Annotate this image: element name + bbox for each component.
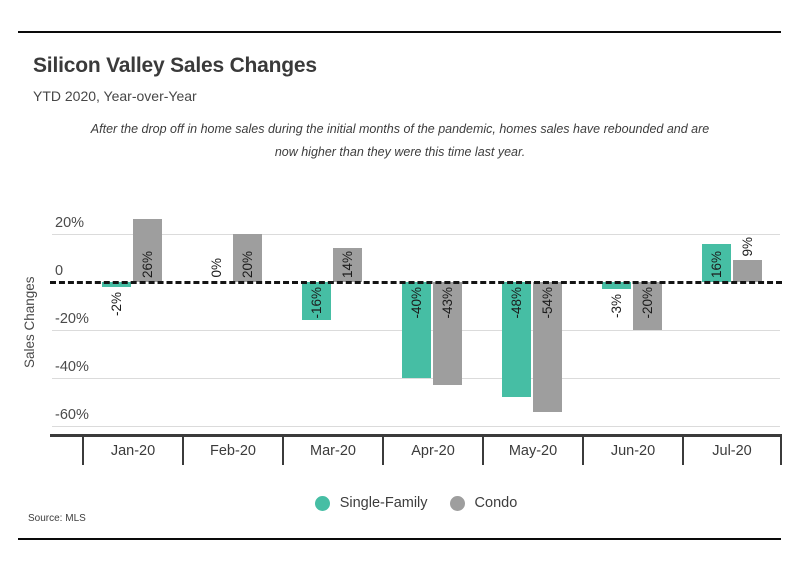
y-tick-label: 20% [55,214,85,231]
bar-single-family [102,282,131,287]
source-note: Source: MLS [28,513,86,524]
zero-baseline [50,281,782,284]
legend-item-condo: Condo [449,495,518,511]
x-axis-line [50,434,782,437]
top-divider [18,31,781,33]
legend-item-single-family: Single-Family [314,495,428,511]
annotation-text: After the drop off in home sales during … [40,118,760,164]
y-tick-label: 0 [55,263,64,279]
x-axis-category-label: May-20 [482,437,582,465]
x-axis-category-label: Apr-20 [382,437,482,465]
y-tick-label: -60% [55,407,89,424]
chart-legend: Single-Family Condo [50,492,782,514]
bar-value-label-single-family: -48% [508,287,524,319]
bar-condo [733,260,762,282]
bar-single-family [302,282,331,321]
y-gridline [52,378,780,380]
bar-value-label-condo: 14% [339,250,355,278]
y-axis-title: Sales Changes [22,276,37,368]
legend-label-single-family: Single-Family [339,495,428,511]
bar-value-label-condo: -20% [639,287,655,319]
y-gridline [52,426,780,428]
bar-condo [333,248,362,282]
bar-value-label-single-family: -40% [408,287,424,319]
x-axis-category-label: Jul-20 [682,437,782,465]
condo-swatch-icon [449,495,465,511]
bar-condo [533,282,562,412]
bar-value-label-single-family: 16% [708,250,724,278]
bar-condo [233,233,262,282]
bar-condo [633,282,662,331]
bar-single-family [502,282,531,398]
x-axis-category-band: Jan-20 Feb-20 Mar-20 Apr-20 May-20 Jun-20 Jul-… [82,437,782,465]
legend-label-condo: Condo [474,495,518,511]
single-family-swatch-icon [314,495,330,511]
bottom-divider [18,538,781,540]
bar-value-label-condo: 26% [139,250,155,278]
x-axis-category-label: Mar-20 [282,437,382,465]
bar-value-label-single-family: 0% [208,258,224,278]
bar-single-family [702,243,731,282]
y-gridline [52,233,780,235]
bar-value-label-condo: -54% [539,287,555,319]
y-tick-label: -20% [55,311,89,328]
bar-condo [433,282,462,386]
x-axis-category-label: Jan-20 [82,437,182,465]
bar-value-label-condo: 9% [739,236,755,257]
x-axis-category-label: Jun-20 [582,437,682,465]
chart-subtitle: YTD 2020, Year-over-Year [33,88,197,104]
chart-title: Silicon Valley Sales Changes [33,54,317,77]
annotation-line-2: now higher than they were this time last… [274,145,526,159]
bar-value-label-single-family: -3% [608,294,624,319]
bar-condo [133,219,162,282]
y-tick-label: -40% [55,359,89,376]
bar-value-label-single-family: -16% [308,287,324,319]
bar-single-family [602,282,631,290]
annotation-line-1: After the drop off in home sales during … [90,122,710,136]
bar-value-label-single-family: -2% [108,291,124,316]
bar-chart-plot-area: 20% 0 -20% -40% -60% -2% 26% 0% 20% -16% 14% -40% -4… [50,190,782,437]
bar-value-label-condo: -43% [439,287,455,319]
bar-single-family [402,282,431,379]
bar-value-label-condo: 20% [239,250,255,278]
x-axis-category-label: Feb-20 [182,437,282,465]
